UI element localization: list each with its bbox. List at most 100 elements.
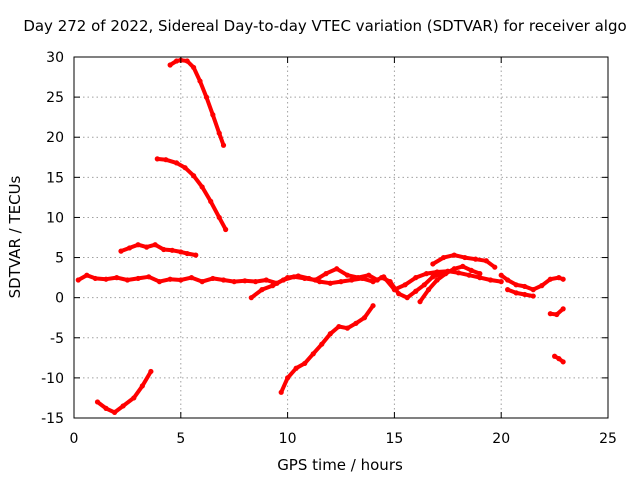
data-point [378, 275, 385, 281]
data-point [103, 276, 109, 282]
x-tick-label: 15 [385, 431, 403, 447]
y-tick-label: 20 [46, 130, 64, 146]
data-point [94, 399, 101, 405]
data-point [505, 277, 511, 283]
data-point [285, 375, 291, 381]
data-point [556, 356, 562, 362]
data-point [124, 277, 130, 283]
plot-frame [73, 56, 609, 419]
data-point [487, 277, 494, 283]
data-point [413, 288, 419, 294]
data-point [353, 320, 359, 326]
data-point [118, 248, 124, 254]
data-point [144, 244, 150, 250]
x-tick-label: 10 [279, 431, 297, 447]
data-point [560, 359, 566, 365]
data-point [361, 315, 368, 321]
data-point [462, 254, 468, 261]
series-trace-3 [155, 156, 228, 232]
data-point [216, 130, 222, 136]
data-point [114, 275, 120, 281]
data-point [455, 270, 462, 276]
data-point [191, 173, 197, 179]
data-point [505, 287, 511, 293]
data-point [75, 277, 81, 283]
data-point [120, 403, 126, 409]
series-trace-12 [505, 287, 536, 299]
data-point [513, 290, 519, 296]
data-point [139, 383, 145, 389]
data-point [355, 275, 361, 281]
data-point [492, 264, 498, 270]
data-point [259, 287, 265, 293]
data-point [466, 272, 472, 278]
data-point [167, 276, 173, 282]
series-trace-10 [279, 303, 375, 395]
data-point [404, 295, 410, 301]
data-point [552, 353, 558, 359]
data-point [167, 62, 173, 68]
data-point [216, 214, 222, 221]
y-tick-label: -10 [41, 371, 64, 387]
data-point [173, 160, 180, 166]
data-point [163, 157, 169, 163]
data-point [156, 279, 163, 285]
data-point [498, 279, 504, 285]
data-point [338, 279, 344, 285]
data-point [522, 291, 528, 298]
data-point [472, 256, 479, 262]
data-point [425, 287, 432, 293]
data-point [178, 249, 184, 255]
y-tick-label: 10 [46, 210, 64, 226]
data-point [252, 279, 259, 285]
x-axis-label: GPS time / hours [277, 456, 403, 474]
y-tick-label: -15 [41, 411, 64, 427]
data-point [460, 263, 466, 269]
data-point [440, 254, 447, 261]
y-tick-label: 25 [46, 90, 64, 106]
data-point [334, 266, 340, 272]
data-point [522, 283, 528, 290]
x-tick-label: 25 [599, 431, 617, 447]
x-tick-label: 20 [492, 431, 510, 447]
data-point [203, 94, 210, 100]
data-point [323, 271, 329, 277]
data-point [148, 368, 154, 375]
data-point [210, 275, 216, 282]
data-point [231, 279, 237, 285]
data-point [84, 272, 90, 278]
data-point [344, 272, 351, 278]
data-point [152, 242, 158, 248]
data-point [302, 360, 308, 367]
data-point [169, 247, 175, 253]
data-point [199, 279, 205, 285]
data-point [451, 266, 457, 272]
data-point [220, 142, 227, 148]
data-point [291, 274, 297, 280]
data-point [413, 275, 419, 281]
data-point [336, 323, 342, 330]
data-point [421, 282, 427, 288]
data-point [547, 276, 553, 282]
y-tick-label: -5 [50, 331, 64, 347]
data-point [220, 277, 227, 283]
data-point [554, 311, 560, 318]
series-trace-2 [168, 58, 226, 148]
data-point [280, 277, 286, 283]
data-point [293, 365, 299, 371]
data-series [75, 57, 566, 415]
data-point [146, 274, 152, 280]
data-point [131, 395, 137, 401]
chart-title: Day 272 of 2022, Sidereal Day-to-day VTE… [23, 17, 626, 35]
data-point [154, 156, 160, 162]
data-point [327, 280, 333, 286]
data-point [208, 198, 214, 204]
y-axis-label: SDTVAR / TECUs [6, 175, 24, 298]
data-point [161, 246, 167, 253]
data-point [263, 277, 269, 283]
data-point [387, 279, 393, 285]
y-tick-label: 5 [55, 251, 64, 267]
y-tick-label: 0 [55, 291, 64, 307]
data-point [430, 274, 436, 280]
